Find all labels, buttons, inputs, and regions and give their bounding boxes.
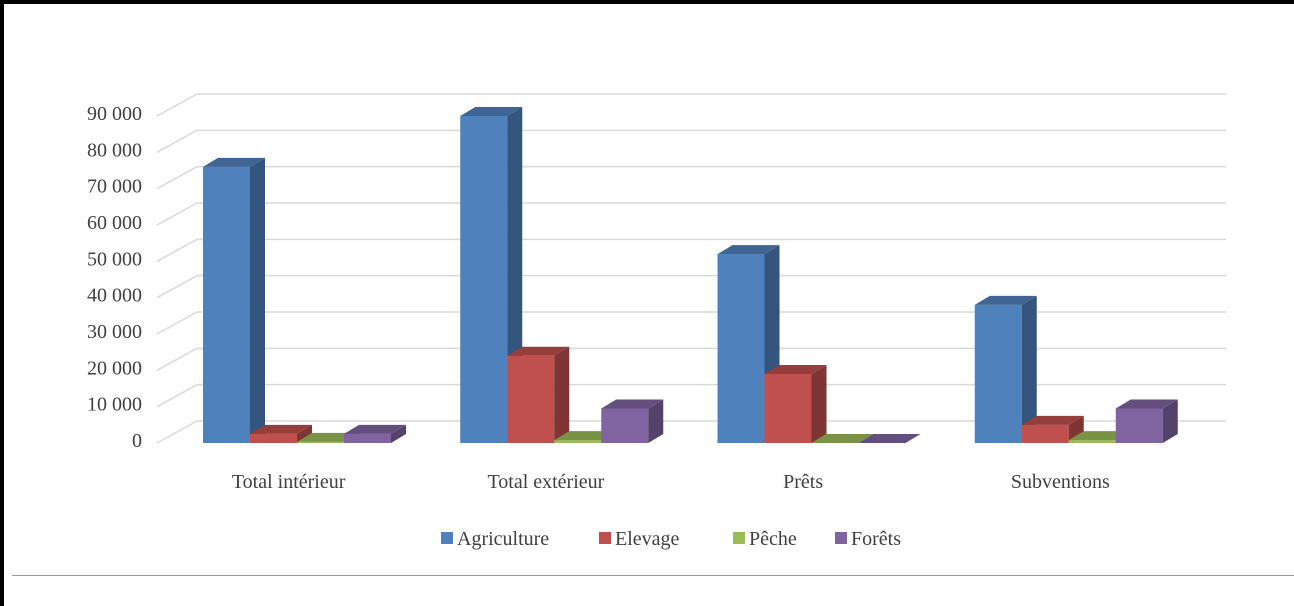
gridline-depth xyxy=(156,202,198,226)
bars xyxy=(203,107,1178,443)
bar-front xyxy=(203,166,250,443)
bar-elevage-total-interieur xyxy=(250,424,312,443)
bar-front xyxy=(974,304,1022,443)
gridline-depth xyxy=(156,311,198,335)
legend-label: Agriculture xyxy=(457,528,549,550)
y-tick-label: 60 000 xyxy=(87,212,142,234)
gridline-depth xyxy=(156,275,198,299)
bar-front xyxy=(1021,424,1069,443)
bar-side xyxy=(811,364,827,443)
bar-top xyxy=(203,157,265,167)
x-tick-label: Total extérieur xyxy=(487,471,604,493)
legend-swatch xyxy=(441,532,453,544)
bar-side xyxy=(554,346,570,443)
y-axis: 0 10 000 20 000 30 000 40 000 50 000 60 000 70 … xyxy=(87,103,142,452)
y-tick-label: 50 000 xyxy=(87,248,142,270)
bar-front xyxy=(554,440,602,443)
gridline-depth xyxy=(156,238,198,262)
bar-side xyxy=(1162,399,1178,443)
bar-side xyxy=(297,424,312,443)
bar-side xyxy=(250,157,265,443)
gridline-depth xyxy=(156,166,198,190)
bar-front xyxy=(717,254,765,443)
bar-top xyxy=(1021,415,1084,425)
bar-top xyxy=(601,399,664,409)
x-tick-label: Total intérieur xyxy=(232,471,346,493)
bar-top xyxy=(764,364,827,374)
y-tick-label: 70 000 xyxy=(87,176,142,198)
bar-front xyxy=(507,355,555,443)
bar-agriculture-total-interieur xyxy=(203,157,265,443)
gridline-depth xyxy=(156,420,198,444)
bar-front xyxy=(764,373,812,443)
bar-top xyxy=(250,424,312,434)
gridline-depth xyxy=(156,384,198,408)
bar-top xyxy=(811,434,874,443)
bar-agriculture-subventions xyxy=(974,295,1037,443)
bar-front xyxy=(601,408,649,443)
y-tick-label: 90 000 xyxy=(87,103,142,125)
bar-side xyxy=(648,399,664,443)
bar-front xyxy=(344,433,391,443)
bar-top xyxy=(858,434,921,443)
bar-top xyxy=(974,295,1037,305)
bar-front xyxy=(1115,408,1163,443)
y-tick-label: 10 000 xyxy=(87,394,142,416)
bottom-divider xyxy=(12,575,1294,576)
bar-forets-total-interieur xyxy=(344,424,406,443)
bar-forets-subventions xyxy=(1115,399,1178,443)
y-tick-label: 80 000 xyxy=(87,139,142,161)
bar-front xyxy=(1068,440,1116,443)
legend-item-elevage: Elevage xyxy=(599,528,680,550)
y-tick-label: 0 xyxy=(132,430,142,452)
bar-top xyxy=(507,346,570,356)
x-axis: Total intérieur Total extérieur Prêts Subve… xyxy=(232,471,1110,493)
legend-label: Elevage xyxy=(615,528,680,550)
bar-front xyxy=(250,433,297,443)
legend-item-forets: Forêts xyxy=(835,528,901,550)
legend-item-peche: Pêche xyxy=(733,528,797,550)
bar-side xyxy=(1021,295,1037,443)
bar-top xyxy=(460,107,523,116)
bar-front xyxy=(460,116,508,443)
bar-top xyxy=(1115,399,1178,409)
bar-front xyxy=(297,441,344,443)
gridline-depth xyxy=(156,129,198,153)
y-tick-label: 30 000 xyxy=(87,321,142,343)
legend: Agriculture Elevage Pêche Forêts xyxy=(441,528,901,550)
bar-side xyxy=(391,424,406,443)
x-tick-label: Prêts xyxy=(783,471,823,493)
gridline-depth xyxy=(156,347,198,371)
x-tick-label: Subventions xyxy=(1011,471,1110,493)
bar-peche-prets xyxy=(811,434,874,443)
bar-elevage-prets xyxy=(764,364,827,443)
gridline-depth xyxy=(156,93,198,117)
bar-top xyxy=(554,431,617,441)
y-tick-label: 40 000 xyxy=(87,285,142,307)
bar-top xyxy=(344,424,406,434)
legend-label: Forêts xyxy=(851,528,901,550)
legend-swatch xyxy=(733,532,745,544)
bar-forets-total-exterieur xyxy=(601,399,664,443)
bar-top xyxy=(717,245,780,255)
gridlines xyxy=(156,93,1226,444)
bar-top xyxy=(297,432,359,442)
bar-top xyxy=(1068,431,1131,441)
y-tick-label: 20 000 xyxy=(87,357,142,379)
legend-swatch xyxy=(599,532,611,544)
bar-forets-prets xyxy=(858,434,921,443)
legend-item-agriculture: Agriculture xyxy=(441,528,549,550)
bar-elevage-total-exterieur xyxy=(507,346,570,443)
legend-label: Pêche xyxy=(749,528,797,550)
legend-swatch xyxy=(835,532,847,544)
